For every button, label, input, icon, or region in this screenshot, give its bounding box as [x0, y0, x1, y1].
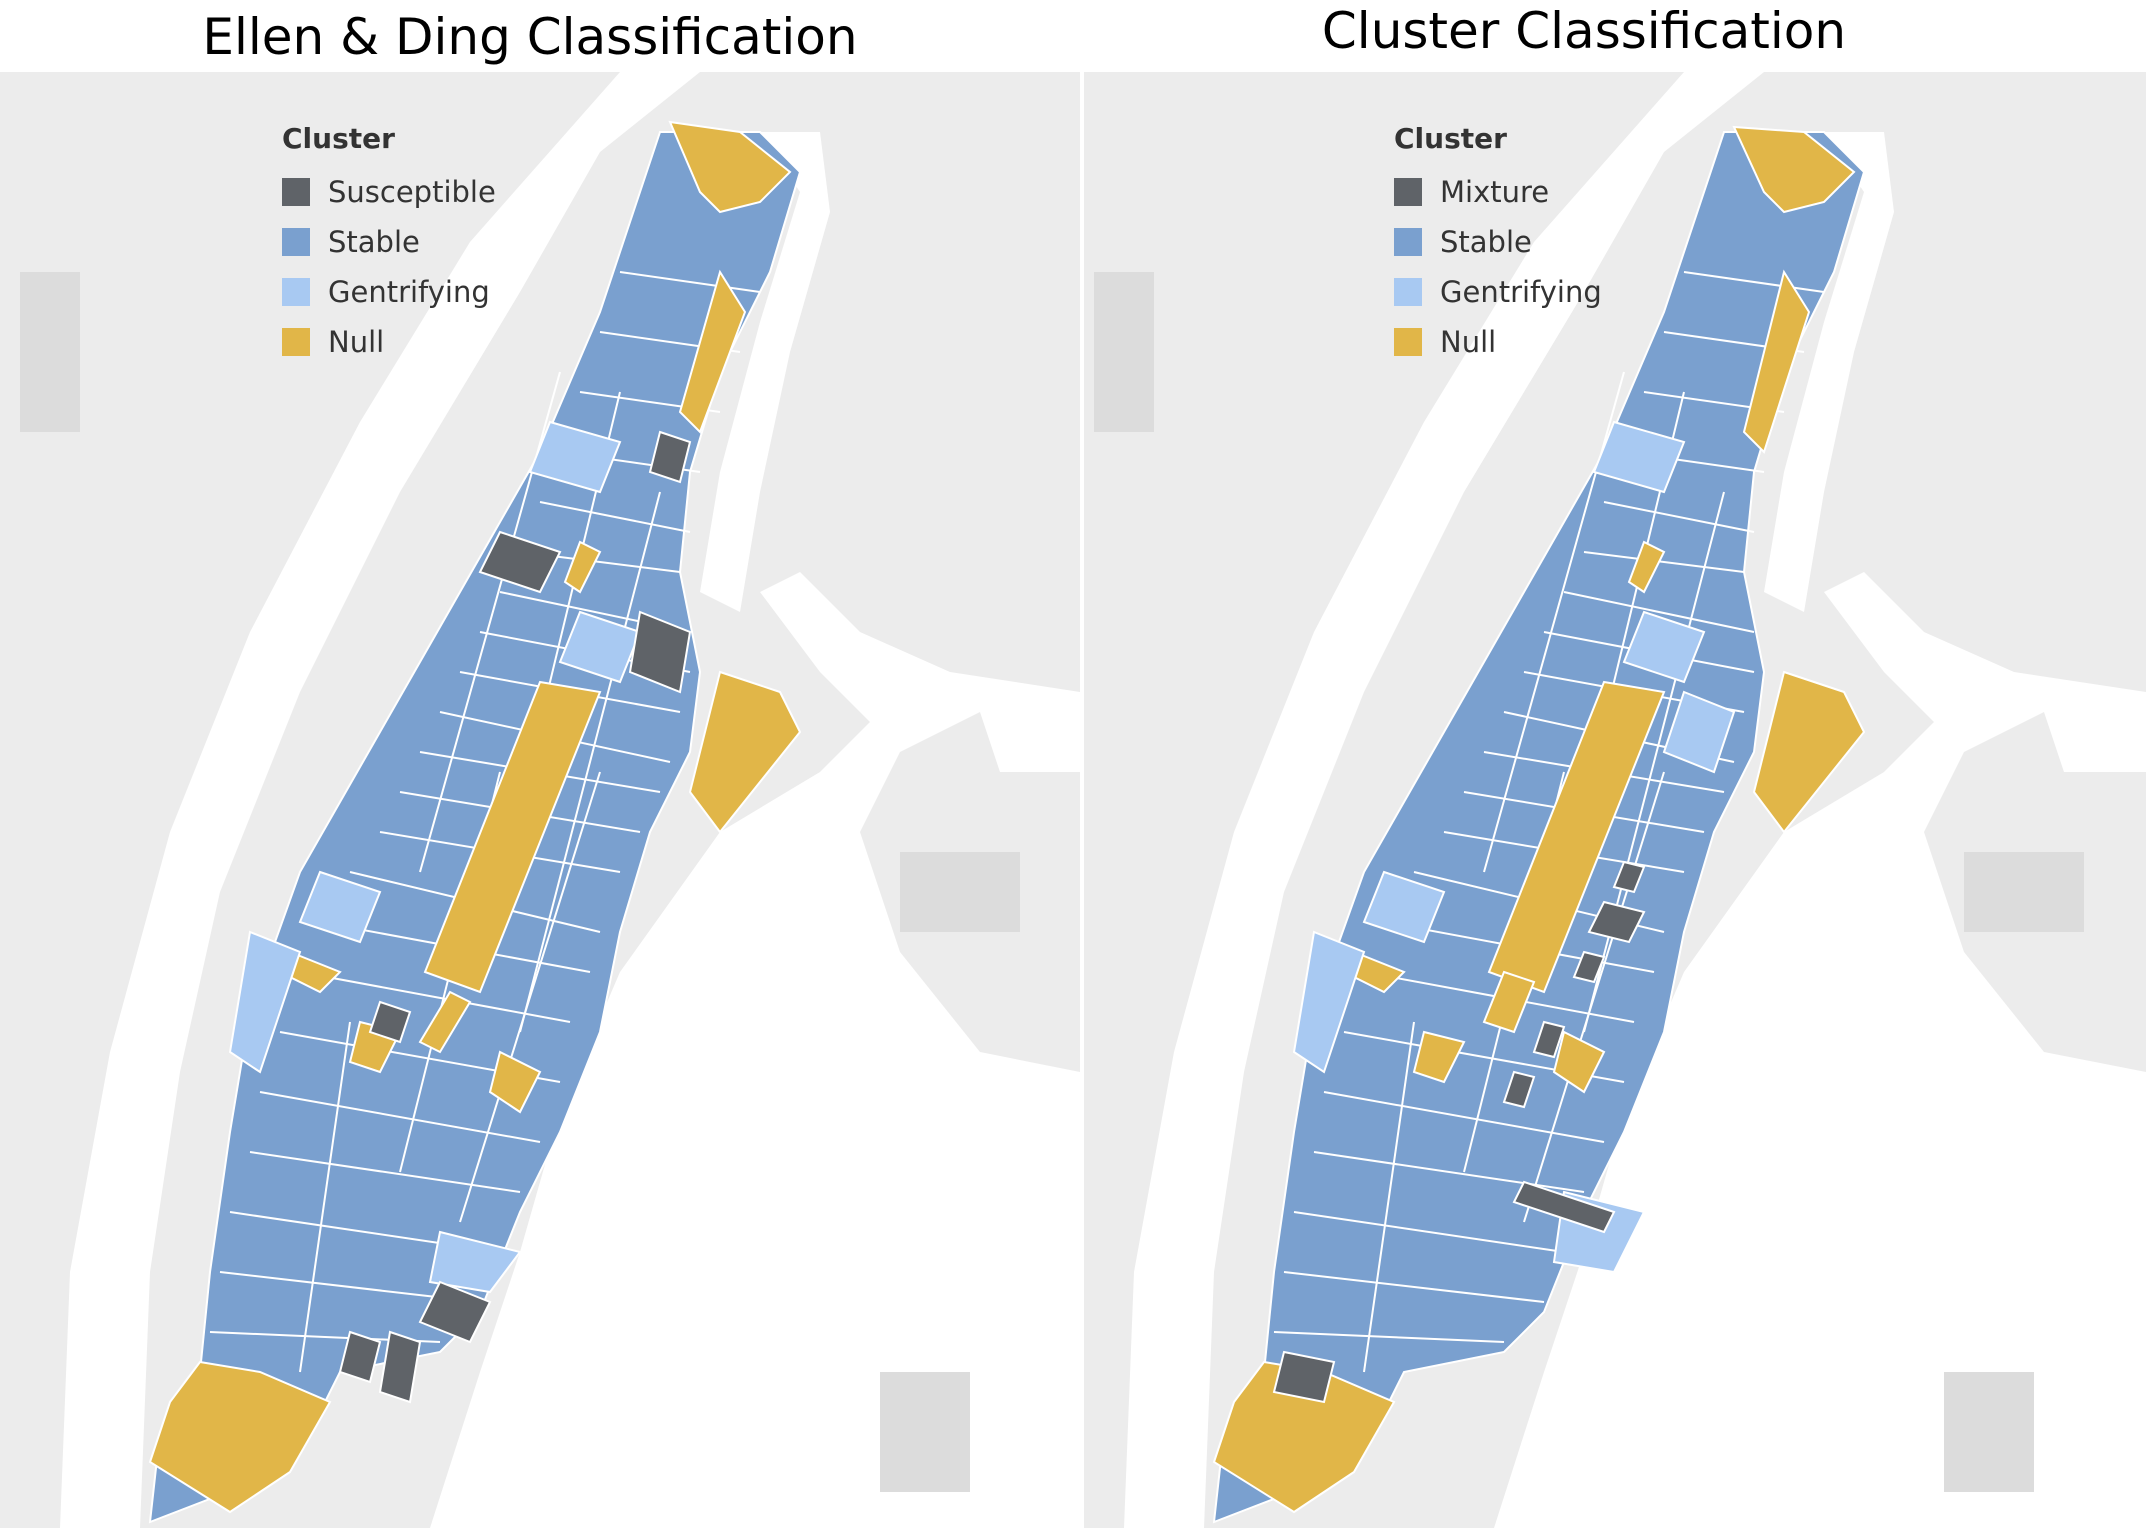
legend-item-susceptible[interactable]: Susceptible	[282, 167, 542, 217]
null-block	[1412, 1030, 1466, 1084]
hudson-river	[60, 72, 700, 1528]
legend-label: Null	[328, 325, 385, 359]
susceptible-block	[378, 1330, 422, 1404]
land-patch	[1944, 1372, 2034, 1492]
legend-label: Stable	[1440, 225, 1532, 259]
legend-swatch	[282, 278, 310, 306]
inwood-hill-park	[668, 120, 792, 214]
legend-swatch	[282, 178, 310, 206]
harlem-river-drive	[678, 269, 747, 434]
susceptible-regions	[338, 430, 692, 1404]
battery-park	[1212, 1360, 1396, 1514]
mixture-block	[1532, 1020, 1566, 1059]
randalls-island	[1752, 670, 1866, 834]
randalls-island	[688, 670, 802, 834]
harlem-river	[1764, 132, 1894, 612]
legend-swatch	[1394, 328, 1422, 356]
susceptible-block	[628, 610, 692, 694]
map-panel-ellen-ding: Ellen & Ding Classification	[0, 8, 1080, 1528]
map-legend: Cluster Mixture Stable Gentrifying Null	[1394, 122, 1654, 367]
harlem-river	[700, 132, 830, 612]
legend-label: Mixture	[1440, 175, 1550, 209]
legend-swatch	[282, 328, 310, 356]
legend-item-mixture[interactable]: Mixture	[1394, 167, 1654, 217]
gentrifying-block	[1592, 420, 1686, 494]
land-patch	[20, 272, 80, 432]
legend-label: Stable	[328, 225, 420, 259]
map-title: Cluster Classification	[1321, 2, 1847, 60]
harlem-river-drive	[1742, 269, 1811, 454]
legend-title: Cluster	[1394, 122, 1507, 155]
map-title: Ellen & Ding Classification	[202, 8, 858, 66]
legend-label: Susceptible	[328, 175, 496, 209]
mixture-block	[1612, 860, 1646, 894]
legend-label: Gentrifying	[1440, 275, 1602, 309]
gentrifying-regions	[228, 420, 642, 1294]
legend-item-stable[interactable]: Stable	[1394, 217, 1654, 267]
mixture-regions	[1272, 860, 1646, 1404]
null-block	[1552, 1030, 1606, 1094]
land-patch	[900, 852, 1020, 932]
legend-item-gentrifying[interactable]: Gentrifying	[1394, 267, 1654, 317]
central-park	[1487, 680, 1666, 994]
manhattan-map[interactable]	[0, 72, 1080, 1528]
legend-label: Gentrifying	[328, 275, 490, 309]
mixture-block	[1512, 1180, 1616, 1234]
inwood-hill-park	[1732, 125, 1856, 214]
legend-label: Null	[1440, 325, 1497, 359]
gentrifying-block	[1362, 870, 1446, 944]
hudson-river	[1124, 72, 1764, 1528]
gentrifying-regions	[1292, 420, 1736, 1274]
manhattan-stable-base	[1212, 131, 1866, 1524]
gentrifying-block	[528, 420, 622, 494]
gentrifying-block	[228, 930, 302, 1074]
gentrifying-block	[1622, 610, 1706, 684]
susceptible-block	[368, 1000, 412, 1044]
battery-park	[148, 1360, 332, 1514]
null-block	[1627, 540, 1666, 594]
susceptible-block	[648, 430, 692, 484]
legend-item-null[interactable]: Null	[282, 317, 542, 367]
legend-item-gentrifying[interactable]: Gentrifying	[282, 267, 542, 317]
east-river	[430, 572, 1080, 1528]
legend-swatch	[282, 228, 310, 256]
null-regions	[148, 120, 802, 1514]
susceptible-block	[478, 530, 562, 594]
legend-item-stable[interactable]: Stable	[282, 217, 542, 267]
land-patch	[1094, 272, 1154, 432]
legend-item-null[interactable]: Null	[1394, 317, 1654, 367]
mixture-block	[1587, 900, 1646, 944]
gentrifying-block	[428, 1230, 522, 1294]
legend-swatch	[1394, 178, 1422, 206]
null-block	[488, 1050, 542, 1114]
land-patch	[1964, 852, 2084, 932]
land-patch	[880, 1372, 970, 1492]
gentrifying-block	[298, 870, 382, 944]
null-block	[418, 990, 472, 1054]
mixture-block	[1572, 950, 1606, 984]
central-park	[423, 680, 602, 994]
null-block	[1482, 970, 1536, 1034]
susceptible-block	[418, 1280, 492, 1344]
null-block	[563, 540, 602, 594]
manhattan-map[interactable]	[1084, 72, 2146, 1528]
legend-swatch	[1394, 278, 1422, 306]
manhattan-stable-base	[148, 131, 802, 1524]
gentrifying-block	[1662, 690, 1736, 774]
map-legend: Cluster Susceptible Stable Gentrifying N…	[282, 122, 542, 367]
east-river	[1494, 572, 2146, 1528]
mixture-block	[1502, 1070, 1536, 1109]
map-panel-cluster: Cluster Classification	[1084, 0, 2146, 1528]
legend-title: Cluster	[282, 122, 395, 155]
null-regions	[1212, 125, 1866, 1514]
gentrifying-block	[1292, 930, 1366, 1074]
gentrifying-block	[558, 610, 642, 684]
legend-swatch	[1394, 228, 1422, 256]
mixture-block	[1272, 1350, 1336, 1404]
susceptible-block	[338, 1330, 382, 1384]
